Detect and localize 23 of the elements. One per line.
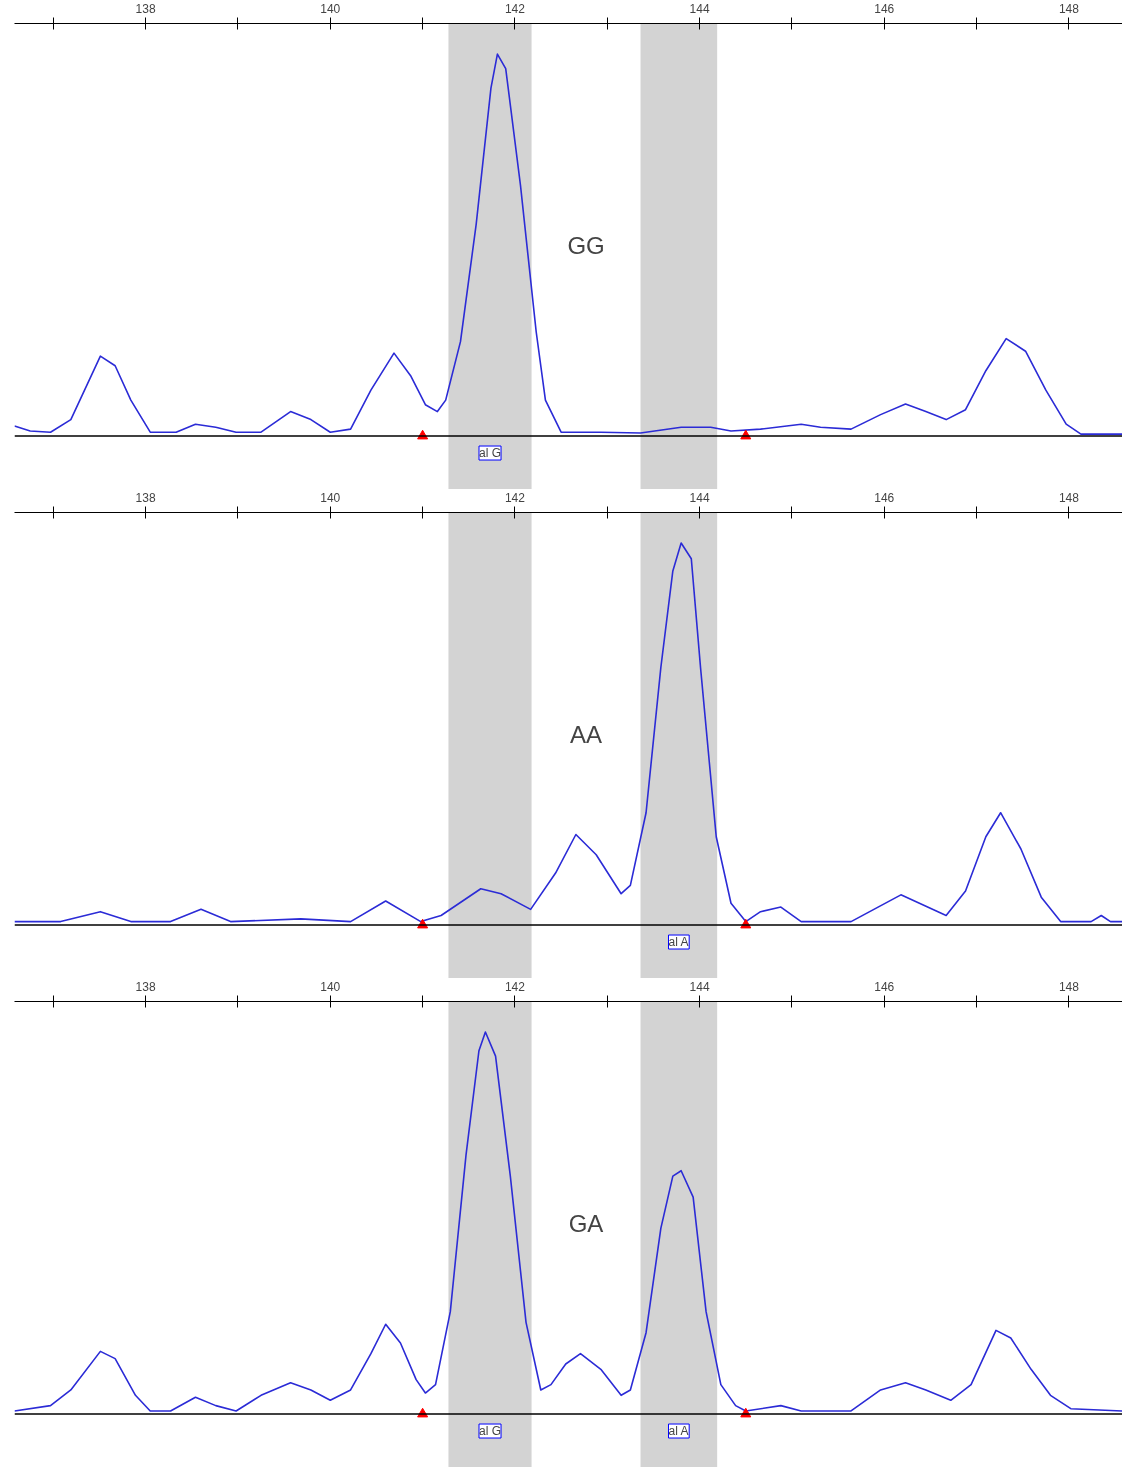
x-tick-label: 142 — [504, 490, 526, 505]
x-tick-label: 146 — [874, 490, 895, 505]
x-tick-label: 144 — [689, 979, 710, 994]
band-label: al A — [668, 1424, 689, 1439]
x-tick-label: 140 — [320, 1, 341, 16]
x-tick-label: 138 — [135, 1, 156, 16]
x-tick-label: 146 — [874, 1, 895, 16]
x-tick-label: 148 — [1058, 979, 1080, 994]
annotation: GG — [567, 231, 605, 259]
x-tick-label: 148 — [1058, 1, 1080, 16]
x-tick-label: 144 — [689, 490, 710, 505]
x-tick-label: 142 — [504, 1, 526, 16]
x-tick-label: 138 — [135, 979, 156, 994]
x-tick-label: 142 — [504, 979, 526, 994]
x-tick-label: 144 — [689, 1, 710, 16]
band-label: al A — [668, 935, 689, 950]
x-tick-label: 138 — [135, 490, 156, 505]
x-tick-label: 140 — [320, 979, 341, 994]
x-tick-label: 146 — [874, 979, 895, 994]
x-tick-label: 140 — [320, 490, 341, 505]
annotation: AA — [570, 720, 603, 748]
annotation: GA — [568, 1209, 604, 1237]
x-tick-label: 148 — [1058, 490, 1080, 505]
